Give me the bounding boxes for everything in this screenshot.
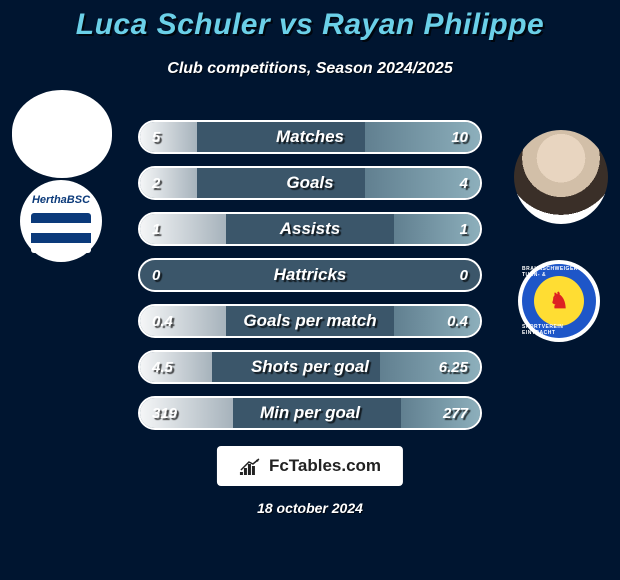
stat-right-value: 277 [443,398,468,428]
hertha-flag-icon [31,213,91,253]
brand-badge: FcTables.com [217,446,403,486]
stat-right-value: 6.25 [439,352,468,382]
stat-row-matches: 5 Matches 10 [138,120,482,154]
lion-icon: ♞ [549,288,569,314]
subtitle: Club competitions, Season 2024/2025 [0,60,620,78]
hertha-text: HerthaBSC [32,194,90,206]
player-right-avatar [514,130,608,224]
stat-label: Shots per goal [140,352,480,382]
stat-row-goals-per-match: 0.4 Goals per match 0.4 [138,304,482,338]
stat-row-min-per-goal: 319 Min per goal 277 [138,396,482,430]
club-badge-right: BRAUNSCHWEIGER TURN- & ♞ SPORTVEREIN EIN… [518,260,600,342]
stat-row-shots-per-goal: 4.5 Shots per goal 6.25 [138,350,482,384]
date-text: 18 october 2024 [0,500,620,516]
stat-label: Goals per match [140,306,480,336]
badge-ring-text: SPORTVEREIN EINTRACHT [522,324,596,336]
stat-right-value: 10 [451,122,468,152]
stat-right-value: 0 [460,260,468,290]
fctables-logo-icon [239,457,263,475]
stat-row-assists: 1 Assists 1 [138,212,482,246]
braunschweig-badge-icon: BRAUNSCHWEIGER TURN- & ♞ SPORTVEREIN EIN… [522,264,596,338]
stat-right-value: 4 [460,168,468,198]
badge-ring-text: BRAUNSCHWEIGER TURN- & [522,266,596,278]
stat-label: Hattricks [140,260,480,290]
stat-right-value: 0.4 [447,306,468,336]
stat-right-value: 1 [460,214,468,244]
comparison-infographic: Luca Schuler vs Rayan Philippe Club comp… [0,0,620,580]
club-badge-left: HerthaBSC [20,180,102,262]
stat-label: Min per goal [140,398,480,428]
stat-row-goals: 2 Goals 4 [138,166,482,200]
stat-label: Assists [140,214,480,244]
stats-area: 5 Matches 10 2 Goals 4 1 Assists 1 0 Hat… [138,120,482,442]
stat-label: Matches [140,122,480,152]
stat-label: Goals [140,168,480,198]
stat-row-hattricks: 0 Hattricks 0 [138,258,482,292]
brand-text: FcTables.com [269,456,381,476]
player-left-avatar [12,90,112,178]
page-title: Luca Schuler vs Rayan Philippe [0,8,620,42]
